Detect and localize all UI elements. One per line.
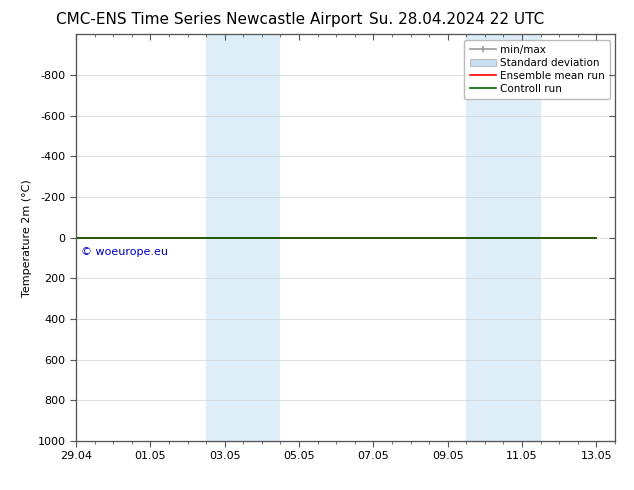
Bar — [467, 34, 503, 441]
Text: CMC-ENS Time Series Newcastle Airport: CMC-ENS Time Series Newcastle Airport — [56, 12, 363, 27]
Y-axis label: Temperature 2m (°C): Temperature 2m (°C) — [22, 179, 32, 296]
Bar — [243, 34, 280, 441]
Text: Su. 28.04.2024 22 UTC: Su. 28.04.2024 22 UTC — [369, 12, 544, 27]
Text: © woeurope.eu: © woeurope.eu — [81, 247, 169, 257]
Bar — [503, 34, 541, 441]
Bar — [206, 34, 243, 441]
Legend: min/max, Standard deviation, Ensemble mean run, Controll run: min/max, Standard deviation, Ensemble me… — [464, 40, 610, 99]
